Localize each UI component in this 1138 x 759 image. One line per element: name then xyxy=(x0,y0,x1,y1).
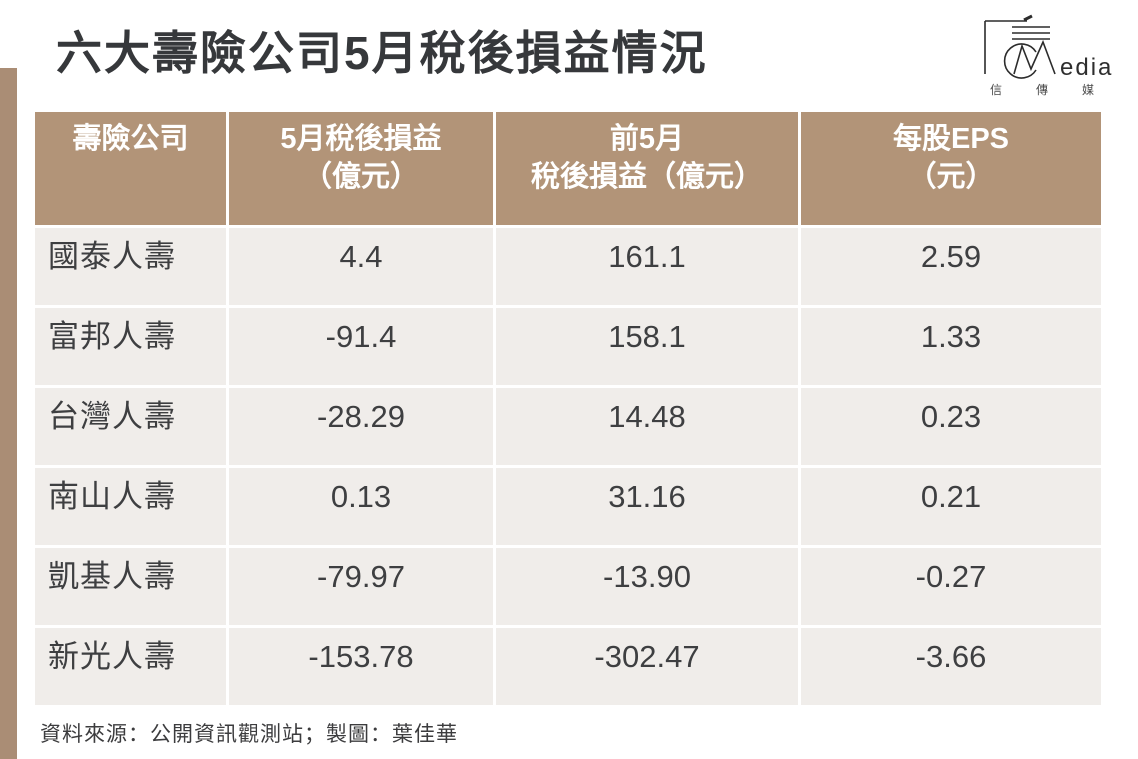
company-name: 台灣人壽 xyxy=(35,388,226,465)
table-row: 凱基人壽 -79.97 -13.90 -0.27 xyxy=(35,548,1101,625)
company-name: 南山人壽 xyxy=(35,468,226,545)
first5m-profit-value: 158.1 xyxy=(496,308,798,385)
left-accent-strip xyxy=(0,68,17,759)
may-profit-value: -79.97 xyxy=(229,548,493,625)
eps-value: 2.59 xyxy=(801,228,1101,305)
table-row: 富邦人壽 -91.4 158.1 1.33 xyxy=(35,308,1101,385)
header-line: （元） xyxy=(907,161,995,193)
eps-value: -3.66 xyxy=(801,628,1101,705)
cmmedia-logo-icon: edia 信傳媒 xyxy=(984,14,1126,97)
header-line: 5月稅後損益 xyxy=(280,123,442,155)
table-header-row: 壽險公司 5月稅後損益 （億元） 前5月 稅後損益（億元） 每股EPS （元） xyxy=(35,112,1101,225)
header-line: （億元） xyxy=(302,161,419,193)
header-line: 前5月 xyxy=(609,123,685,155)
company-name: 富邦人壽 xyxy=(35,308,226,385)
page-title: 六大壽險公司5月稅後損益情況 xyxy=(56,27,708,79)
company-name: 新光人壽 xyxy=(35,628,226,705)
column-header-company: 壽險公司 xyxy=(35,112,226,225)
may-profit-value: -91.4 xyxy=(229,308,493,385)
first5m-profit-value: 161.1 xyxy=(496,228,798,305)
header-line: 每股EPS xyxy=(892,123,1010,155)
may-profit-value: -153.78 xyxy=(229,628,493,705)
eps-value: 0.23 xyxy=(801,388,1101,465)
column-header-first5m-profit: 前5月 稅後損益（億元） xyxy=(496,112,798,225)
eps-value: 0.21 xyxy=(801,468,1101,545)
first5m-profit-value: -302.47 xyxy=(496,628,798,705)
header-line: 壽險公司 xyxy=(72,123,189,155)
table-row: 國泰人壽 4.4 161.1 2.59 xyxy=(35,228,1101,305)
first5m-profit-value: 31.16 xyxy=(496,468,798,545)
column-header-eps: 每股EPS （元） xyxy=(801,112,1101,225)
company-name: 凱基人壽 xyxy=(35,548,226,625)
table-row: 南山人壽 0.13 31.16 0.21 xyxy=(35,468,1101,545)
profit-table: 壽險公司 5月稅後損益 （億元） 前5月 稅後損益（億元） 每股EPS （元） … xyxy=(35,112,1101,705)
may-profit-value: 0.13 xyxy=(229,468,493,545)
eps-value: 1.33 xyxy=(801,308,1101,385)
may-profit-value: 4.4 xyxy=(229,228,493,305)
table-row: 新光人壽 -153.78 -302.47 -3.66 xyxy=(35,628,1101,705)
may-profit-value: -28.29 xyxy=(229,388,493,465)
column-header-may-profit: 5月稅後損益 （億元） xyxy=(229,112,493,225)
first5m-profit-value: -13.90 xyxy=(496,548,798,625)
company-name: 國泰人壽 xyxy=(35,228,226,305)
table-row: 台灣人壽 -28.29 14.48 0.23 xyxy=(35,388,1101,465)
source-note: 資料來源：公開資訊觀測站；製圖：葉佳華 xyxy=(40,722,458,746)
logo-brand-text: edia xyxy=(1060,54,1113,81)
logo-chinese-text: 信傳媒 xyxy=(990,83,1126,97)
first5m-profit-value: 14.48 xyxy=(496,388,798,465)
eps-value: -0.27 xyxy=(801,548,1101,625)
header-line: 稅後損益（億元） xyxy=(530,161,763,193)
